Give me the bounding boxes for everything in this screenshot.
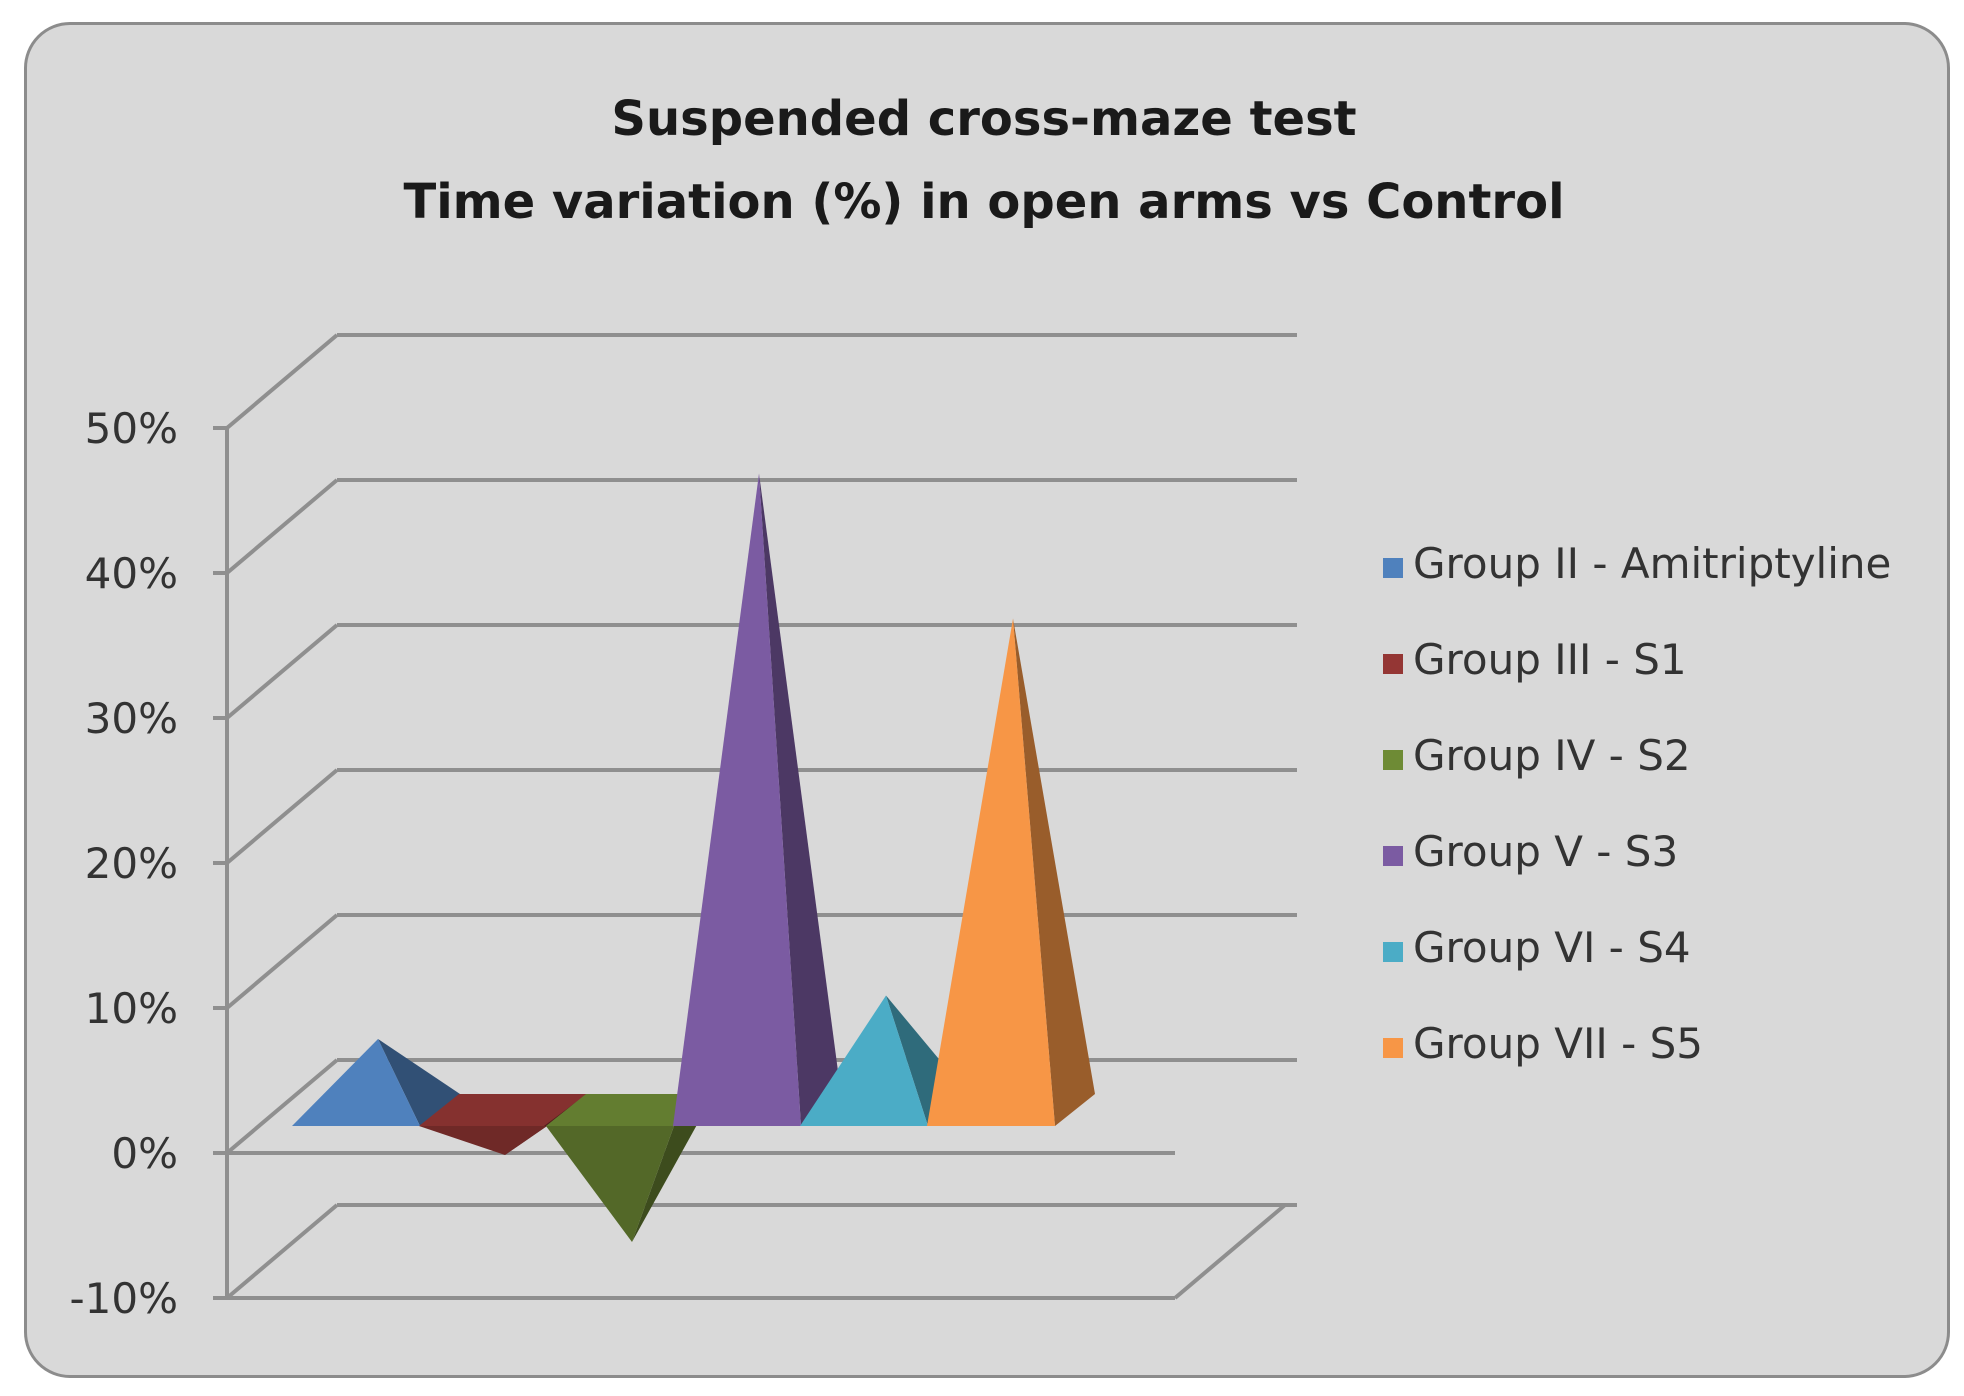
pyramid-1: [292, 1039, 460, 1126]
legend-item: Group VI - S4: [1383, 923, 1691, 972]
legend-label: Group III - S1: [1413, 635, 1687, 684]
legend-item: Group VII - S5: [1383, 1019, 1703, 1068]
gridline-depth: [225, 913, 339, 1010]
chart-title-line-1: Suspended cross-maze test: [611, 91, 1356, 147]
chart-title-line-2: Time variation (%) in open arms vs Contr…: [403, 174, 1564, 230]
pyramid-front-face: [546, 1126, 674, 1242]
pyramid-6: [927, 618, 1095, 1126]
floor-side-edge: [1173, 1203, 1287, 1300]
pyramid-front-face: [800, 995, 928, 1126]
legend-swatch: [1383, 1038, 1403, 1058]
y-tick-label: 40%: [85, 549, 178, 598]
legend-item: Group II - Amitriptyline: [1383, 539, 1891, 588]
y-tick-label: -10%: [69, 1274, 178, 1323]
legend-label: Group IV - S2: [1413, 731, 1691, 780]
pyramid-front-face: [927, 618, 1055, 1126]
gridline-depth: [225, 768, 339, 865]
y-tick-label: 10%: [85, 984, 178, 1033]
y-tick-label: 30%: [85, 694, 178, 743]
legend-label: Group VI - S4: [1413, 923, 1691, 972]
legend-swatch: [1383, 750, 1403, 770]
pyramid-front-face: [673, 473, 801, 1126]
pyramid-front-face: [419, 1126, 547, 1155]
legend-swatch: [1383, 558, 1403, 578]
pyramid-4: [673, 473, 841, 1126]
chart-title: Suspended cross-maze test Time variation…: [403, 91, 1564, 230]
gridline-depth: [225, 623, 339, 720]
y-tick-label: 50%: [85, 404, 178, 453]
legend-label: Group V - S3: [1413, 827, 1678, 876]
gridline-depth: [225, 1203, 339, 1300]
pyramid-front-face: [292, 1039, 420, 1126]
legend-item: Group V - S3: [1383, 827, 1678, 876]
legend-label: Group II - Amitriptyline: [1413, 539, 1891, 588]
y-tick-label: 20%: [85, 839, 178, 888]
pyramid-2: [419, 1094, 587, 1155]
legend: Group II - Amitriptyline Group III - S1 Gr…: [1383, 539, 1891, 1068]
y-axis: 50% 40% 30% 20% 10% 0% -10%: [69, 404, 229, 1323]
gridline-depth: [225, 1058, 339, 1155]
pyramid-side-face: [378, 1039, 460, 1126]
pyramid-bars: [292, 473, 1095, 1242]
legend-label: Group VII - S5: [1413, 1019, 1703, 1068]
legend-swatch: [1383, 942, 1403, 962]
pyramid-top-face: [419, 1094, 587, 1126]
legend-item: Group IV - S2: [1383, 731, 1691, 780]
pyramid-side-face: [632, 1094, 714, 1242]
gridline-depth: [225, 478, 339, 575]
legend-swatch: [1383, 654, 1403, 674]
pyramid-side-face: [1013, 618, 1095, 1126]
pyramid-side-face: [759, 473, 841, 1126]
pyramid-3: [546, 1094, 714, 1242]
legend-swatch: [1383, 846, 1403, 866]
gridline-depth: [225, 333, 339, 430]
pyramid-top-face: [546, 1094, 714, 1126]
legend-item: Group III - S1: [1383, 635, 1687, 684]
y-tick-label: 0%: [111, 1129, 178, 1178]
